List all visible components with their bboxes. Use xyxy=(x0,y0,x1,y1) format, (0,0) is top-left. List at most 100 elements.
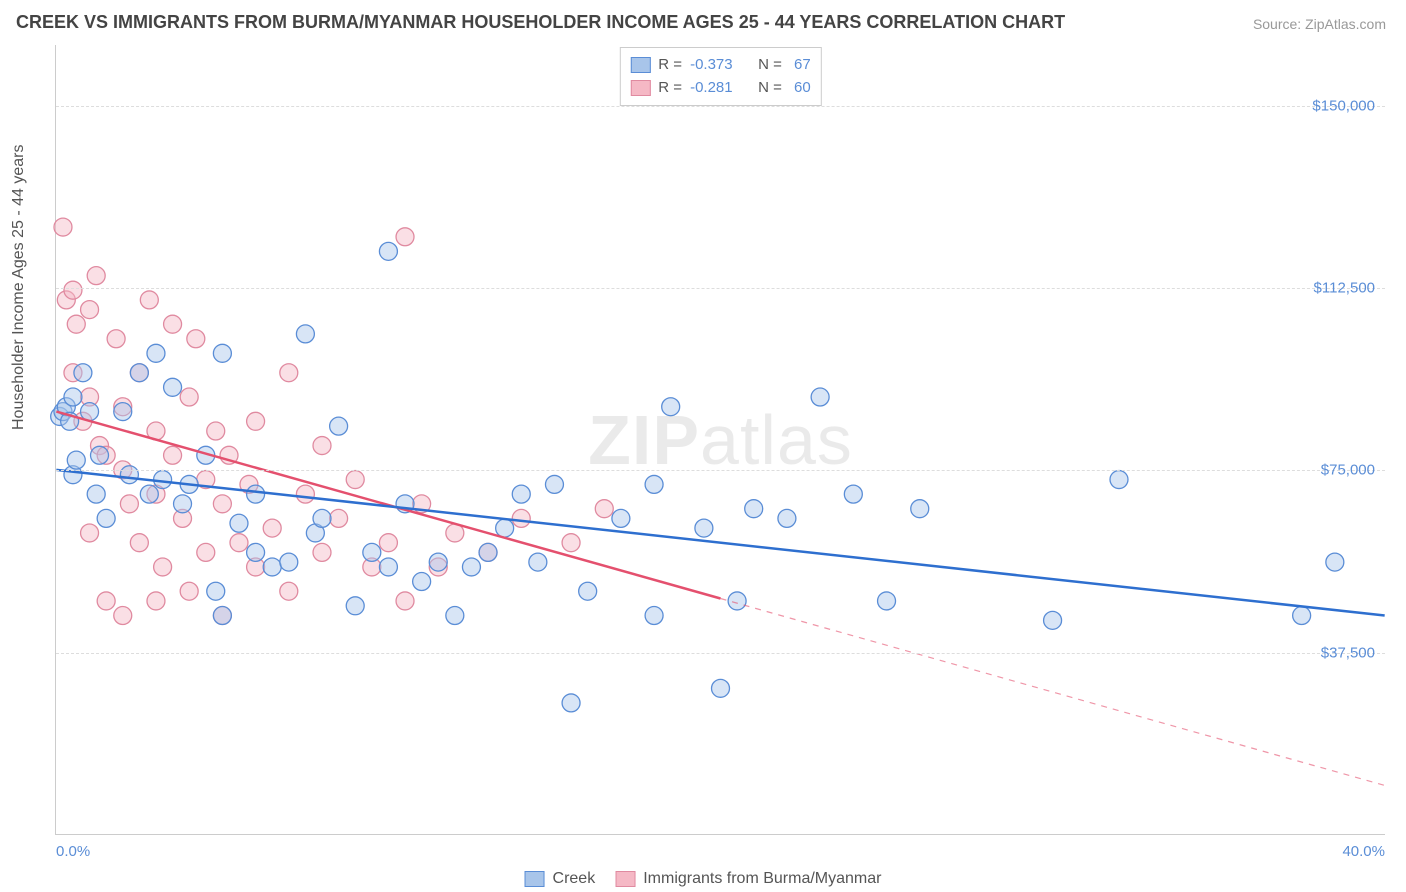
data-point xyxy=(313,509,331,527)
legend-item: Immigrants from Burma/Myanmar xyxy=(615,870,881,888)
data-point xyxy=(207,422,225,440)
y-tick-label: $37,500 xyxy=(1321,644,1375,661)
data-point xyxy=(296,485,314,503)
data-point xyxy=(120,495,138,513)
gridline xyxy=(56,288,1385,289)
data-point xyxy=(64,388,82,406)
gridline xyxy=(56,653,1385,654)
data-point xyxy=(130,534,148,552)
data-point xyxy=(612,509,630,527)
legend-swatch xyxy=(630,57,650,73)
data-point xyxy=(87,267,105,285)
legend-r-label: R = xyxy=(658,54,682,77)
gridline xyxy=(56,470,1385,471)
data-point xyxy=(247,485,265,503)
data-point xyxy=(180,388,198,406)
data-point xyxy=(728,592,746,610)
data-point xyxy=(280,582,298,600)
data-point xyxy=(280,364,298,382)
correlation-legend: R = -0.373 N = 67 R = -0.281 N = 60 xyxy=(619,47,821,106)
data-point xyxy=(74,364,92,382)
legend-n-label: N = xyxy=(758,54,782,77)
data-point xyxy=(114,403,132,421)
data-point xyxy=(313,543,331,561)
y-tick-label: $75,000 xyxy=(1321,462,1375,479)
legend-item: Creek xyxy=(525,870,596,888)
data-point xyxy=(462,558,480,576)
data-point xyxy=(313,437,331,455)
data-point xyxy=(97,509,115,527)
data-point xyxy=(562,694,580,712)
legend-row: R = -0.281 N = 60 xyxy=(630,77,810,100)
data-point xyxy=(64,281,82,299)
data-point xyxy=(91,446,109,464)
data-point xyxy=(174,495,192,513)
data-point xyxy=(97,592,115,610)
data-point xyxy=(164,378,182,396)
data-point xyxy=(197,543,215,561)
data-point xyxy=(645,607,663,625)
data-point xyxy=(529,553,547,571)
legend-n-value: 60 xyxy=(790,77,811,100)
scatter-plot-svg xyxy=(56,45,1385,834)
data-point xyxy=(114,607,132,625)
data-point xyxy=(346,471,364,489)
data-point xyxy=(147,344,165,362)
data-point xyxy=(107,330,125,348)
data-point xyxy=(154,558,172,576)
data-point xyxy=(446,607,464,625)
x-tick-min: 0.0% xyxy=(56,843,90,860)
data-point xyxy=(230,534,248,552)
data-point xyxy=(496,519,514,537)
y-tick-label: $150,000 xyxy=(1312,97,1375,114)
data-point xyxy=(81,524,99,542)
data-point xyxy=(330,417,348,435)
legend-r-value: -0.373 xyxy=(690,54,750,77)
data-point xyxy=(54,218,72,236)
data-point xyxy=(280,553,298,571)
chart-title: CREEK VS IMMIGRANTS FROM BURMA/MYANMAR H… xyxy=(16,12,1065,33)
data-point xyxy=(645,475,663,493)
data-point xyxy=(207,582,225,600)
data-point xyxy=(247,543,265,561)
data-point xyxy=(67,315,85,333)
data-point xyxy=(187,330,205,348)
data-point xyxy=(396,592,414,610)
data-point xyxy=(911,500,929,518)
y-axis-label: Householder Income Ages 25 - 44 years xyxy=(10,145,28,431)
legend-r-label: R = xyxy=(658,77,682,100)
data-point xyxy=(363,543,381,561)
data-point xyxy=(662,398,680,416)
data-point xyxy=(429,553,447,571)
data-point xyxy=(379,558,397,576)
data-point xyxy=(213,607,231,625)
legend-n-label: N = xyxy=(758,77,782,100)
legend-n-value: 67 xyxy=(790,54,811,77)
legend-series-name: Creek xyxy=(553,870,596,888)
data-point xyxy=(346,597,364,615)
data-point xyxy=(695,519,713,537)
data-point xyxy=(147,592,165,610)
data-point xyxy=(263,519,281,537)
data-point xyxy=(247,412,265,430)
data-point xyxy=(213,495,231,513)
data-point xyxy=(180,582,198,600)
data-point xyxy=(1293,607,1311,625)
legend-swatch xyxy=(525,871,545,887)
data-point xyxy=(512,485,530,503)
data-point xyxy=(379,242,397,260)
legend-series-name: Immigrants from Burma/Myanmar xyxy=(643,870,881,888)
data-point xyxy=(140,485,158,503)
data-point xyxy=(263,558,281,576)
data-point xyxy=(413,573,431,591)
data-point xyxy=(67,451,85,469)
data-point xyxy=(120,466,138,484)
data-point xyxy=(778,509,796,527)
source-label: Source: ZipAtlas.com xyxy=(1253,16,1386,32)
data-point xyxy=(745,500,763,518)
x-tick-max: 40.0% xyxy=(1342,843,1385,860)
data-point xyxy=(811,388,829,406)
legend-r-value: -0.281 xyxy=(690,77,750,100)
data-point xyxy=(512,509,530,527)
data-point xyxy=(164,315,182,333)
